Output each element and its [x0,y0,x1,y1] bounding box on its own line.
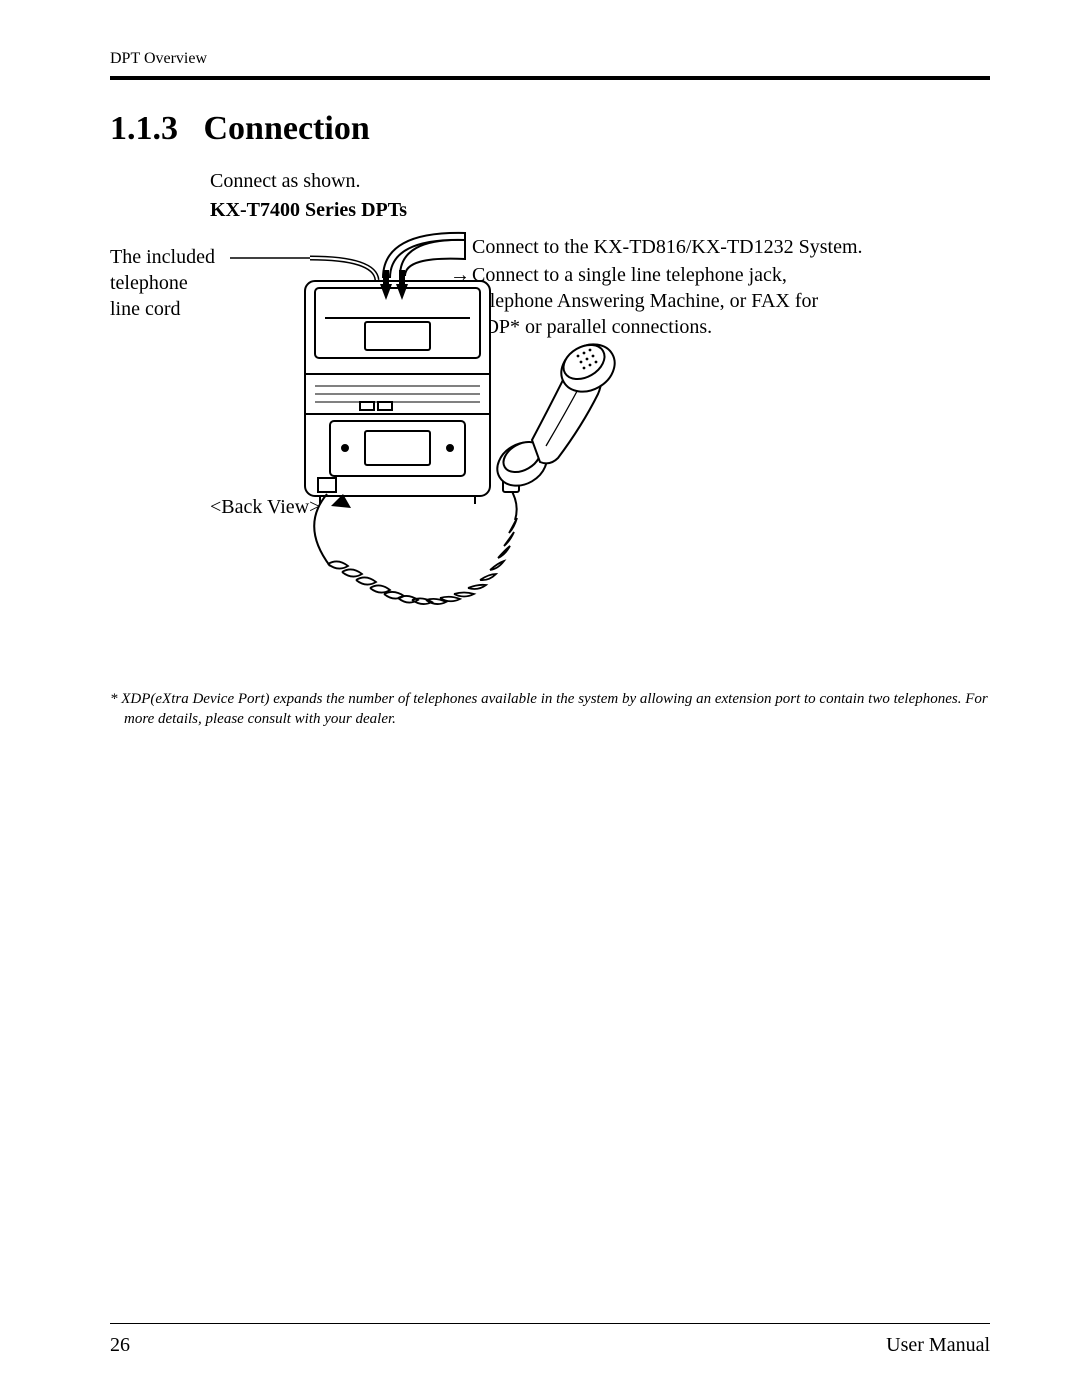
running-head: DPT Overview [110,50,990,68]
series-subtitle: KX-T7400 Series DPTs [210,199,990,222]
section-number: 1.1.3 [110,110,178,147]
section-name: Connection [204,110,370,147]
connection-diagram: The included telephone line cord →Connec… [110,226,990,681]
footer-rule [110,1323,990,1324]
cord-label-l3: line cord [110,298,181,320]
page-number: 26 [110,1334,130,1357]
xdp-footnote: * XDP(eXtra Device Port) expands the num… [110,689,990,730]
page-footer: 26 User Manual [110,1323,990,1357]
phone-illustration [210,226,630,666]
manual-label: User Manual [886,1334,990,1357]
cord-label-l2: telephone [110,272,188,294]
section-title: 1.1.3 Connection [110,110,990,148]
intro-text: Connect as shown. [210,170,990,193]
header-rule [110,76,990,80]
cord-label-l1: The included [110,246,215,268]
